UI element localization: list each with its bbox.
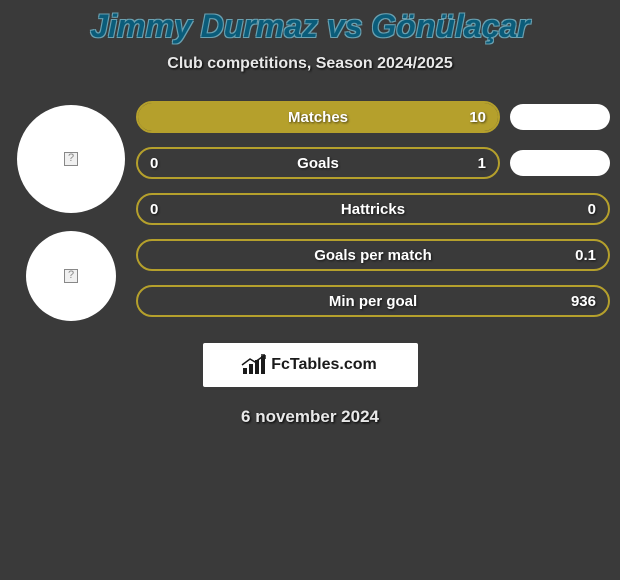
side-pill — [510, 150, 610, 176]
stat-label: Matches — [138, 109, 498, 126]
image-placeholder-icon — [64, 269, 78, 283]
stats-column: Matches100Goals10Hattricks0Goals per mat… — [136, 101, 614, 317]
page-subtitle: Club competitions, Season 2024/2025 — [0, 55, 620, 73]
stat-right-value: 1 — [478, 155, 486, 172]
stat-pill: 0Hattricks0 — [136, 193, 610, 225]
stat-pill: Matches10 — [136, 101, 500, 133]
date-text: 6 november 2024 — [0, 407, 620, 427]
body-row: Matches100Goals10Hattricks0Goals per mat… — [0, 101, 620, 321]
stat-label: Goals — [138, 155, 498, 172]
stat-row: Matches10 — [136, 101, 610, 133]
page-title: Jimmy Durmaz vs Gönülaçar — [0, 8, 620, 45]
stat-right-value: 10 — [469, 109, 486, 126]
player1-avatar — [17, 105, 125, 213]
player2-avatar — [26, 231, 116, 321]
stat-label: Hattricks — [138, 201, 608, 218]
stat-pill: Goals per match0.1 — [136, 239, 610, 271]
avatar-column — [6, 101, 136, 321]
stat-right-value: 0 — [588, 201, 596, 218]
stat-pill: 0Goals1 — [136, 147, 500, 179]
brand-badge[interactable]: FcTables.com — [203, 343, 418, 387]
stat-label: Min per goal — [138, 293, 608, 310]
stat-row: Goals per match0.1 — [136, 239, 610, 271]
stat-right-value: 0.1 — [575, 247, 596, 264]
chart-icon — [243, 356, 265, 374]
stat-row: 0Goals1 — [136, 147, 610, 179]
brand-text: FcTables.com — [271, 356, 377, 374]
stat-label: Goals per match — [138, 247, 608, 264]
side-pill — [510, 104, 610, 130]
image-placeholder-icon — [64, 152, 78, 166]
stat-pill: Min per goal936 — [136, 285, 610, 317]
stat-row: 0Hattricks0 — [136, 193, 610, 225]
comparison-widget: Jimmy Durmaz vs Gönülaçar Club competiti… — [0, 0, 620, 427]
stat-row: Min per goal936 — [136, 285, 610, 317]
stat-right-value: 936 — [571, 293, 596, 310]
